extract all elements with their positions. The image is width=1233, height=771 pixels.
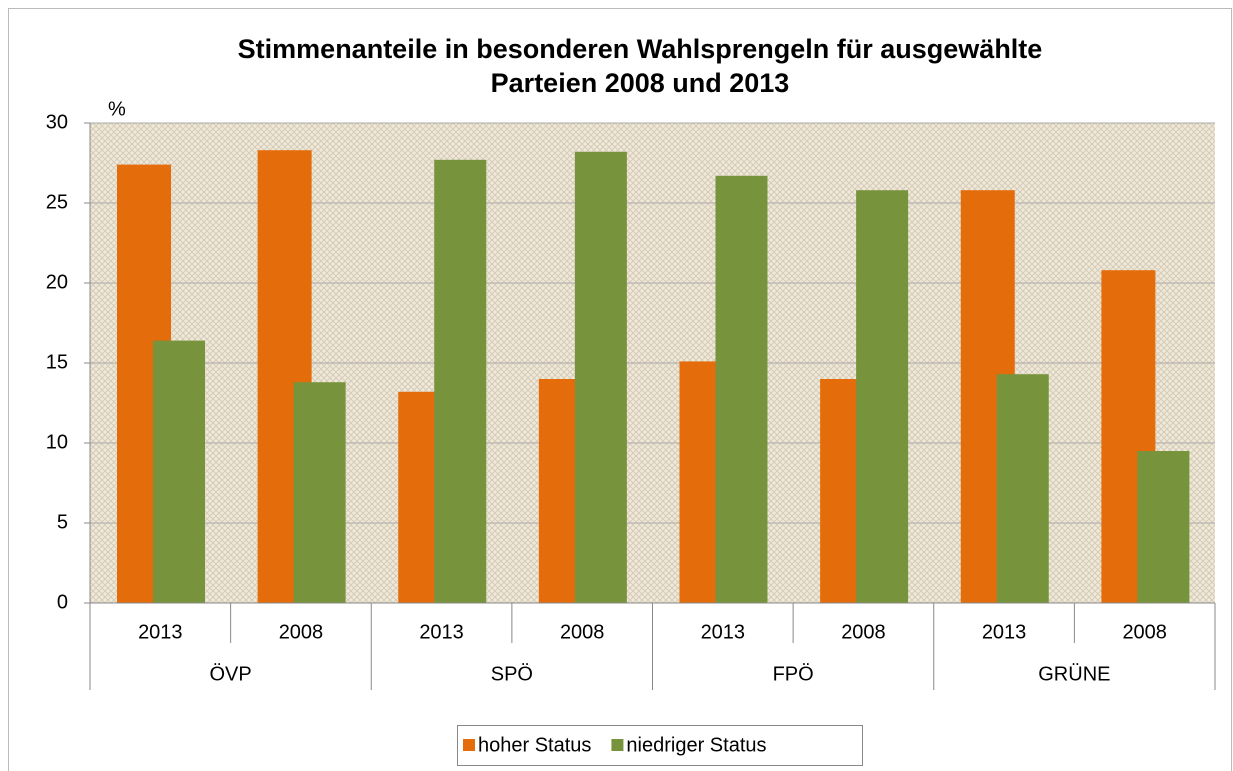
bar — [715, 175, 768, 604]
group-label: SPÖ — [491, 663, 533, 685]
x-tick-label: 2013 — [982, 621, 1027, 643]
bar — [153, 340, 205, 603]
x-tick-label: 2008 — [1122, 621, 1167, 643]
legend-swatch — [611, 739, 624, 751]
group-label: ÖVP — [210, 663, 252, 685]
y-tick-label: 20 — [46, 271, 68, 293]
chart-title: Stimmenanteile in besonderen Wahlsprenge… — [238, 34, 1043, 64]
x-tick-label: 2013 — [701, 621, 746, 643]
y-tick-label: 5 — [57, 511, 68, 533]
bar — [574, 151, 627, 604]
x-tick-label: 2013 — [419, 621, 464, 643]
y-tick-label: 0 — [57, 591, 68, 613]
y-tick-label: 15 — [46, 351, 68, 373]
group-label: FPÖ — [773, 663, 814, 685]
legend — [457, 725, 863, 766]
legend-label: hoher Status — [478, 734, 591, 756]
legend-label: niedriger Status — [626, 734, 766, 756]
y-tick-label: 25 — [46, 191, 68, 213]
x-tick-label: 2008 — [841, 621, 886, 643]
y-unit: % — [108, 98, 126, 120]
bar — [434, 159, 487, 604]
x-tick-label: 2008 — [560, 621, 605, 643]
chart-title: Parteien 2008 und 2013 — [491, 68, 790, 98]
chart-border — [8, 8, 1232, 771]
bar — [856, 190, 909, 603]
legend-swatch — [463, 739, 475, 751]
bar — [1137, 451, 1190, 603]
x-tick-label: 2008 — [279, 621, 324, 643]
group-label: GRÜNE — [1038, 663, 1110, 685]
bar — [996, 374, 1049, 603]
y-tick-label: 30 — [46, 111, 68, 133]
x-tick-label: 2013 — [138, 621, 183, 643]
y-tick-label: 10 — [46, 431, 68, 453]
bar — [293, 382, 346, 603]
